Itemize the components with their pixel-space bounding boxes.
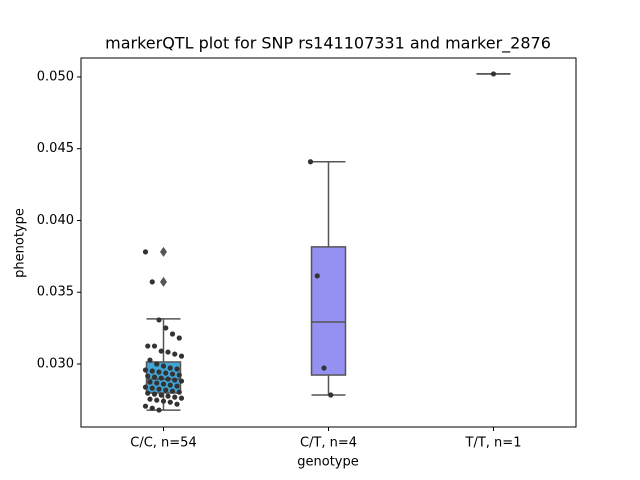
point xyxy=(147,357,153,363)
point xyxy=(490,71,497,77)
point xyxy=(149,405,155,411)
point xyxy=(160,363,167,369)
point xyxy=(149,279,155,285)
point xyxy=(142,249,149,255)
point xyxy=(176,389,182,395)
x-axis-label: genotype xyxy=(297,455,358,470)
y-tick-label: 0.040 xyxy=(37,213,74,228)
point xyxy=(156,369,162,375)
point xyxy=(176,372,182,378)
point xyxy=(147,379,153,385)
x-tick-label: T/T, n=1 xyxy=(465,436,522,451)
chart-title: markerQTL plot for SNP rs141107331 and m… xyxy=(105,34,551,54)
point xyxy=(142,384,149,390)
point xyxy=(172,351,178,357)
point xyxy=(172,377,178,383)
point xyxy=(151,391,158,397)
outlier xyxy=(160,276,167,287)
point xyxy=(169,331,176,337)
point xyxy=(176,335,182,341)
y-tick-label: 0.035 xyxy=(37,285,74,300)
point xyxy=(151,343,158,349)
point xyxy=(142,403,149,409)
x-tick-label: C/C, n=54 xyxy=(130,436,196,451)
point xyxy=(163,325,169,331)
box xyxy=(310,246,347,376)
point xyxy=(145,373,151,379)
point xyxy=(156,317,162,323)
outlier xyxy=(160,246,167,257)
y-tick-label: 0.045 xyxy=(37,141,74,156)
point xyxy=(178,378,185,384)
point xyxy=(307,159,314,165)
point xyxy=(154,397,160,403)
y-axis-label: phenotype xyxy=(13,208,28,278)
point xyxy=(174,401,180,407)
point xyxy=(165,376,171,382)
point xyxy=(174,366,180,372)
point xyxy=(314,273,320,279)
point xyxy=(142,367,149,373)
point xyxy=(172,394,178,400)
point xyxy=(163,387,169,393)
point xyxy=(160,381,167,387)
point xyxy=(156,407,162,413)
point xyxy=(149,385,155,391)
point xyxy=(149,368,155,374)
point xyxy=(167,365,173,371)
point xyxy=(158,375,164,381)
point xyxy=(321,365,327,371)
point xyxy=(145,343,151,349)
point xyxy=(156,386,162,392)
point xyxy=(174,383,180,389)
point xyxy=(154,361,160,367)
point xyxy=(158,392,164,398)
point xyxy=(163,370,169,376)
point xyxy=(145,390,151,396)
point xyxy=(151,374,158,380)
point xyxy=(169,371,176,377)
y-tick-label: 0.050 xyxy=(37,69,74,84)
point xyxy=(147,396,153,402)
point xyxy=(167,399,173,405)
x-tick-label: C/T, n=4 xyxy=(300,436,357,451)
point xyxy=(154,380,160,386)
point xyxy=(160,398,167,404)
point xyxy=(178,395,185,401)
point xyxy=(165,349,171,355)
point xyxy=(178,353,185,359)
point xyxy=(165,393,171,399)
y-tick-label: 0.030 xyxy=(37,356,74,371)
point xyxy=(167,382,173,388)
point xyxy=(328,392,334,398)
point xyxy=(158,348,164,354)
point xyxy=(169,388,176,394)
